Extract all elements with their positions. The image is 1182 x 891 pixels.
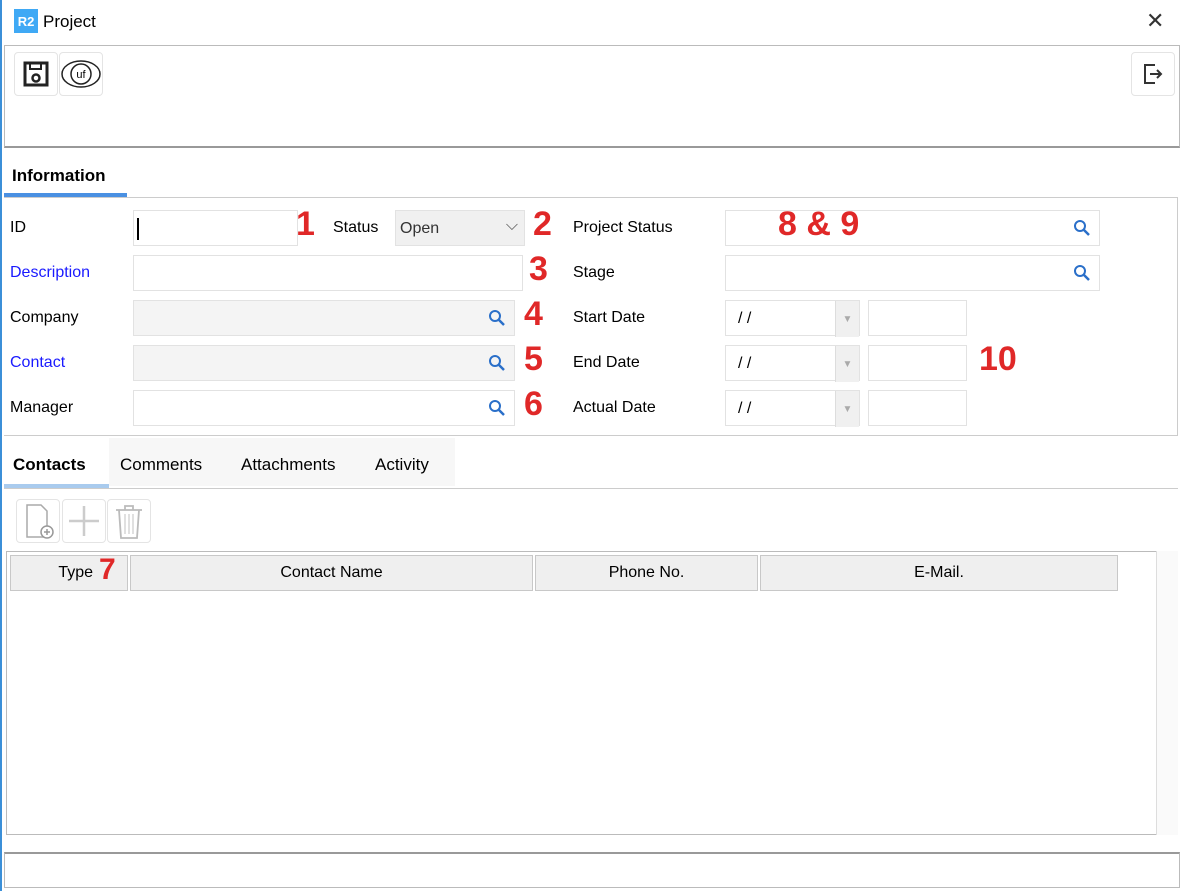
id-label: ID <box>10 219 26 236</box>
uf-view-button[interactable]: uf <box>59 52 103 96</box>
delete-button[interactable] <box>107 499 151 543</box>
actual-time-input[interactable] <box>868 390 967 426</box>
text-cursor <box>137 218 139 240</box>
search-icon[interactable] <box>488 399 506 417</box>
annotation-7: 7 <box>99 553 116 586</box>
stage-label: Stage <box>573 264 615 281</box>
annotation-1: 1 <box>296 205 315 243</box>
end-date-input[interactable]: / / ▼ <box>725 345 860 382</box>
search-icon[interactable] <box>1073 264 1091 282</box>
column-header-type[interactable]: Type <box>10 555 128 591</box>
description-label[interactable]: Description <box>10 264 91 281</box>
uf-view-icon: uf <box>61 60 101 88</box>
dropdown-arrow-icon[interactable]: ▼ <box>835 301 859 337</box>
active-tab-indicator <box>4 193 127 197</box>
divider <box>4 488 1178 489</box>
chevron-down-icon: ⌵ <box>505 217 518 234</box>
actual-date-input[interactable]: / / ▼ <box>725 390 860 427</box>
active-sub-tab-bg <box>4 438 109 486</box>
tab-information[interactable]: Information <box>12 166 106 185</box>
add-button[interactable] <box>62 499 106 543</box>
search-icon[interactable] <box>488 309 506 327</box>
status-label: Status <box>333 219 379 236</box>
start-date-input[interactable]: / / ▼ <box>725 300 860 337</box>
contact-label[interactable]: Contact <box>10 354 66 371</box>
uf-text: uf <box>76 69 86 81</box>
contacts-table <box>6 551 1158 835</box>
annotation-4: 4 <box>524 295 543 333</box>
id-input[interactable] <box>133 210 298 246</box>
search-icon[interactable] <box>488 354 506 372</box>
new-document-button[interactable] <box>16 499 60 543</box>
tab-attachments[interactable]: Attachments <box>241 455 336 474</box>
company-label: Company <box>10 309 79 326</box>
close-icon[interactable]: ✕ <box>1146 8 1165 33</box>
actual-date-value: / / <box>738 400 752 417</box>
search-icon[interactable] <box>1073 219 1091 237</box>
manager-label: Manager <box>10 399 74 416</box>
annotation-2: 2 <box>533 205 552 243</box>
annotation-8-9: 8 & 9 <box>778 205 860 243</box>
trash-icon <box>116 505 142 539</box>
column-header-email[interactable]: E-Mail. <box>760 555 1118 591</box>
save-icon <box>23 61 49 87</box>
save-button[interactable] <box>14 52 58 96</box>
column-header-contact-name[interactable]: Contact Name <box>130 555 533 591</box>
project-status-label: Project Status <box>573 219 673 236</box>
project-status-input[interactable] <box>725 210 1100 246</box>
vertical-scrollbar[interactable] <box>1156 551 1178 835</box>
company-input[interactable] <box>133 300 515 336</box>
tab-activity[interactable]: Activity <box>375 455 429 474</box>
actual-date-label: Actual Date <box>573 399 656 416</box>
dropdown-arrow-icon[interactable]: ▼ <box>835 391 859 427</box>
column-header-phone[interactable]: Phone No. <box>535 555 758 591</box>
app-logo: R2 <box>14 9 38 33</box>
exit-button[interactable] <box>1131 52 1175 96</box>
toolbar: uf <box>4 45 1180 148</box>
annotation-5: 5 <box>524 340 543 378</box>
information-panel <box>4 197 1178 436</box>
stage-input[interactable] <box>725 255 1100 291</box>
description-input[interactable] <box>133 255 523 291</box>
end-time-input[interactable] <box>868 345 967 381</box>
active-sub-tab-indicator <box>4 484 109 488</box>
contact-input[interactable] <box>133 345 515 381</box>
status-value: Open <box>400 220 440 237</box>
new-document-icon <box>26 504 54 539</box>
start-date-value: / / <box>738 310 752 327</box>
annotation-3: 3 <box>529 250 548 288</box>
plus-icon <box>69 506 99 536</box>
window-title: Project <box>43 12 96 31</box>
exit-icon <box>1144 64 1163 84</box>
annotation-10: 10 <box>979 340 1017 378</box>
end-date-value: / / <box>738 355 752 372</box>
start-date-label: Start Date <box>573 309 646 326</box>
start-time-input[interactable] <box>868 300 967 336</box>
manager-input[interactable] <box>133 390 515 426</box>
dropdown-arrow-icon[interactable]: ▼ <box>835 346 859 382</box>
end-date-label: End Date <box>573 354 640 371</box>
status-bar <box>4 852 1180 888</box>
status-select[interactable]: Open ⌵ <box>395 210 525 246</box>
annotation-6: 6 <box>524 385 543 423</box>
tab-contacts[interactable]: Contacts <box>13 455 86 474</box>
tab-comments[interactable]: Comments <box>120 455 203 474</box>
